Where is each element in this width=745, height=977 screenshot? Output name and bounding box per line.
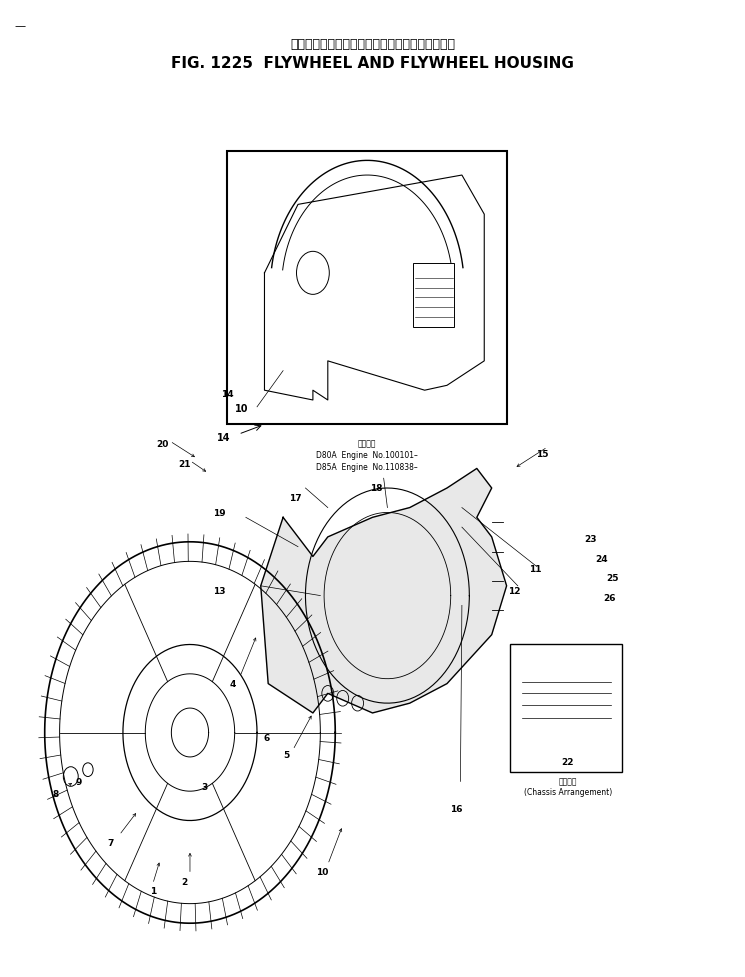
Text: 15: 15 xyxy=(536,449,548,459)
Text: 11: 11 xyxy=(529,564,541,573)
Text: FIG. 1225  FLYWHEEL AND FLYWHEEL HOUSING: FIG. 1225 FLYWHEEL AND FLYWHEEL HOUSING xyxy=(171,56,574,71)
Bar xyxy=(510,645,622,772)
Text: 21: 21 xyxy=(179,459,191,469)
Text: 17: 17 xyxy=(290,493,302,503)
Bar xyxy=(413,264,454,327)
Bar xyxy=(227,151,507,425)
Text: 標準仕様
(Chassis Arrangement): 標準仕様 (Chassis Arrangement) xyxy=(524,777,612,796)
Text: 7: 7 xyxy=(107,837,113,847)
Text: 1: 1 xyxy=(150,886,156,896)
Text: 8: 8 xyxy=(53,788,59,798)
Text: 18: 18 xyxy=(370,484,382,493)
Text: 16: 16 xyxy=(450,804,462,814)
Text: 22: 22 xyxy=(562,757,574,767)
Text: 13: 13 xyxy=(214,586,226,596)
Text: フライホイールおよびフライホイールハウジング: フライホイールおよびフライホイールハウジング xyxy=(290,37,455,51)
Text: 24: 24 xyxy=(596,554,608,564)
Text: 適用車号: 適用車号 xyxy=(358,439,376,448)
Text: 19: 19 xyxy=(214,508,226,518)
Text: D85A  Engine  No.110838–: D85A Engine No.110838– xyxy=(317,462,418,472)
Polygon shape xyxy=(261,469,507,713)
Text: 3: 3 xyxy=(202,782,208,791)
Text: D80A  Engine  No.100101–: D80A Engine No.100101– xyxy=(317,450,418,460)
Text: 14: 14 xyxy=(221,389,233,399)
Text: 23: 23 xyxy=(584,534,596,544)
Text: 2: 2 xyxy=(182,876,188,886)
Text: 20: 20 xyxy=(156,440,168,449)
Text: 12: 12 xyxy=(508,586,520,596)
Text: 14: 14 xyxy=(217,433,230,443)
Text: 26: 26 xyxy=(603,593,615,603)
Text: 4: 4 xyxy=(229,679,235,689)
Text: 9: 9 xyxy=(75,777,81,786)
Text: 5: 5 xyxy=(284,749,290,759)
Text: 10: 10 xyxy=(316,867,328,876)
Text: —: — xyxy=(15,21,26,31)
Text: 25: 25 xyxy=(606,573,618,583)
Text: 10: 10 xyxy=(235,404,249,413)
Text: 6: 6 xyxy=(264,733,270,743)
